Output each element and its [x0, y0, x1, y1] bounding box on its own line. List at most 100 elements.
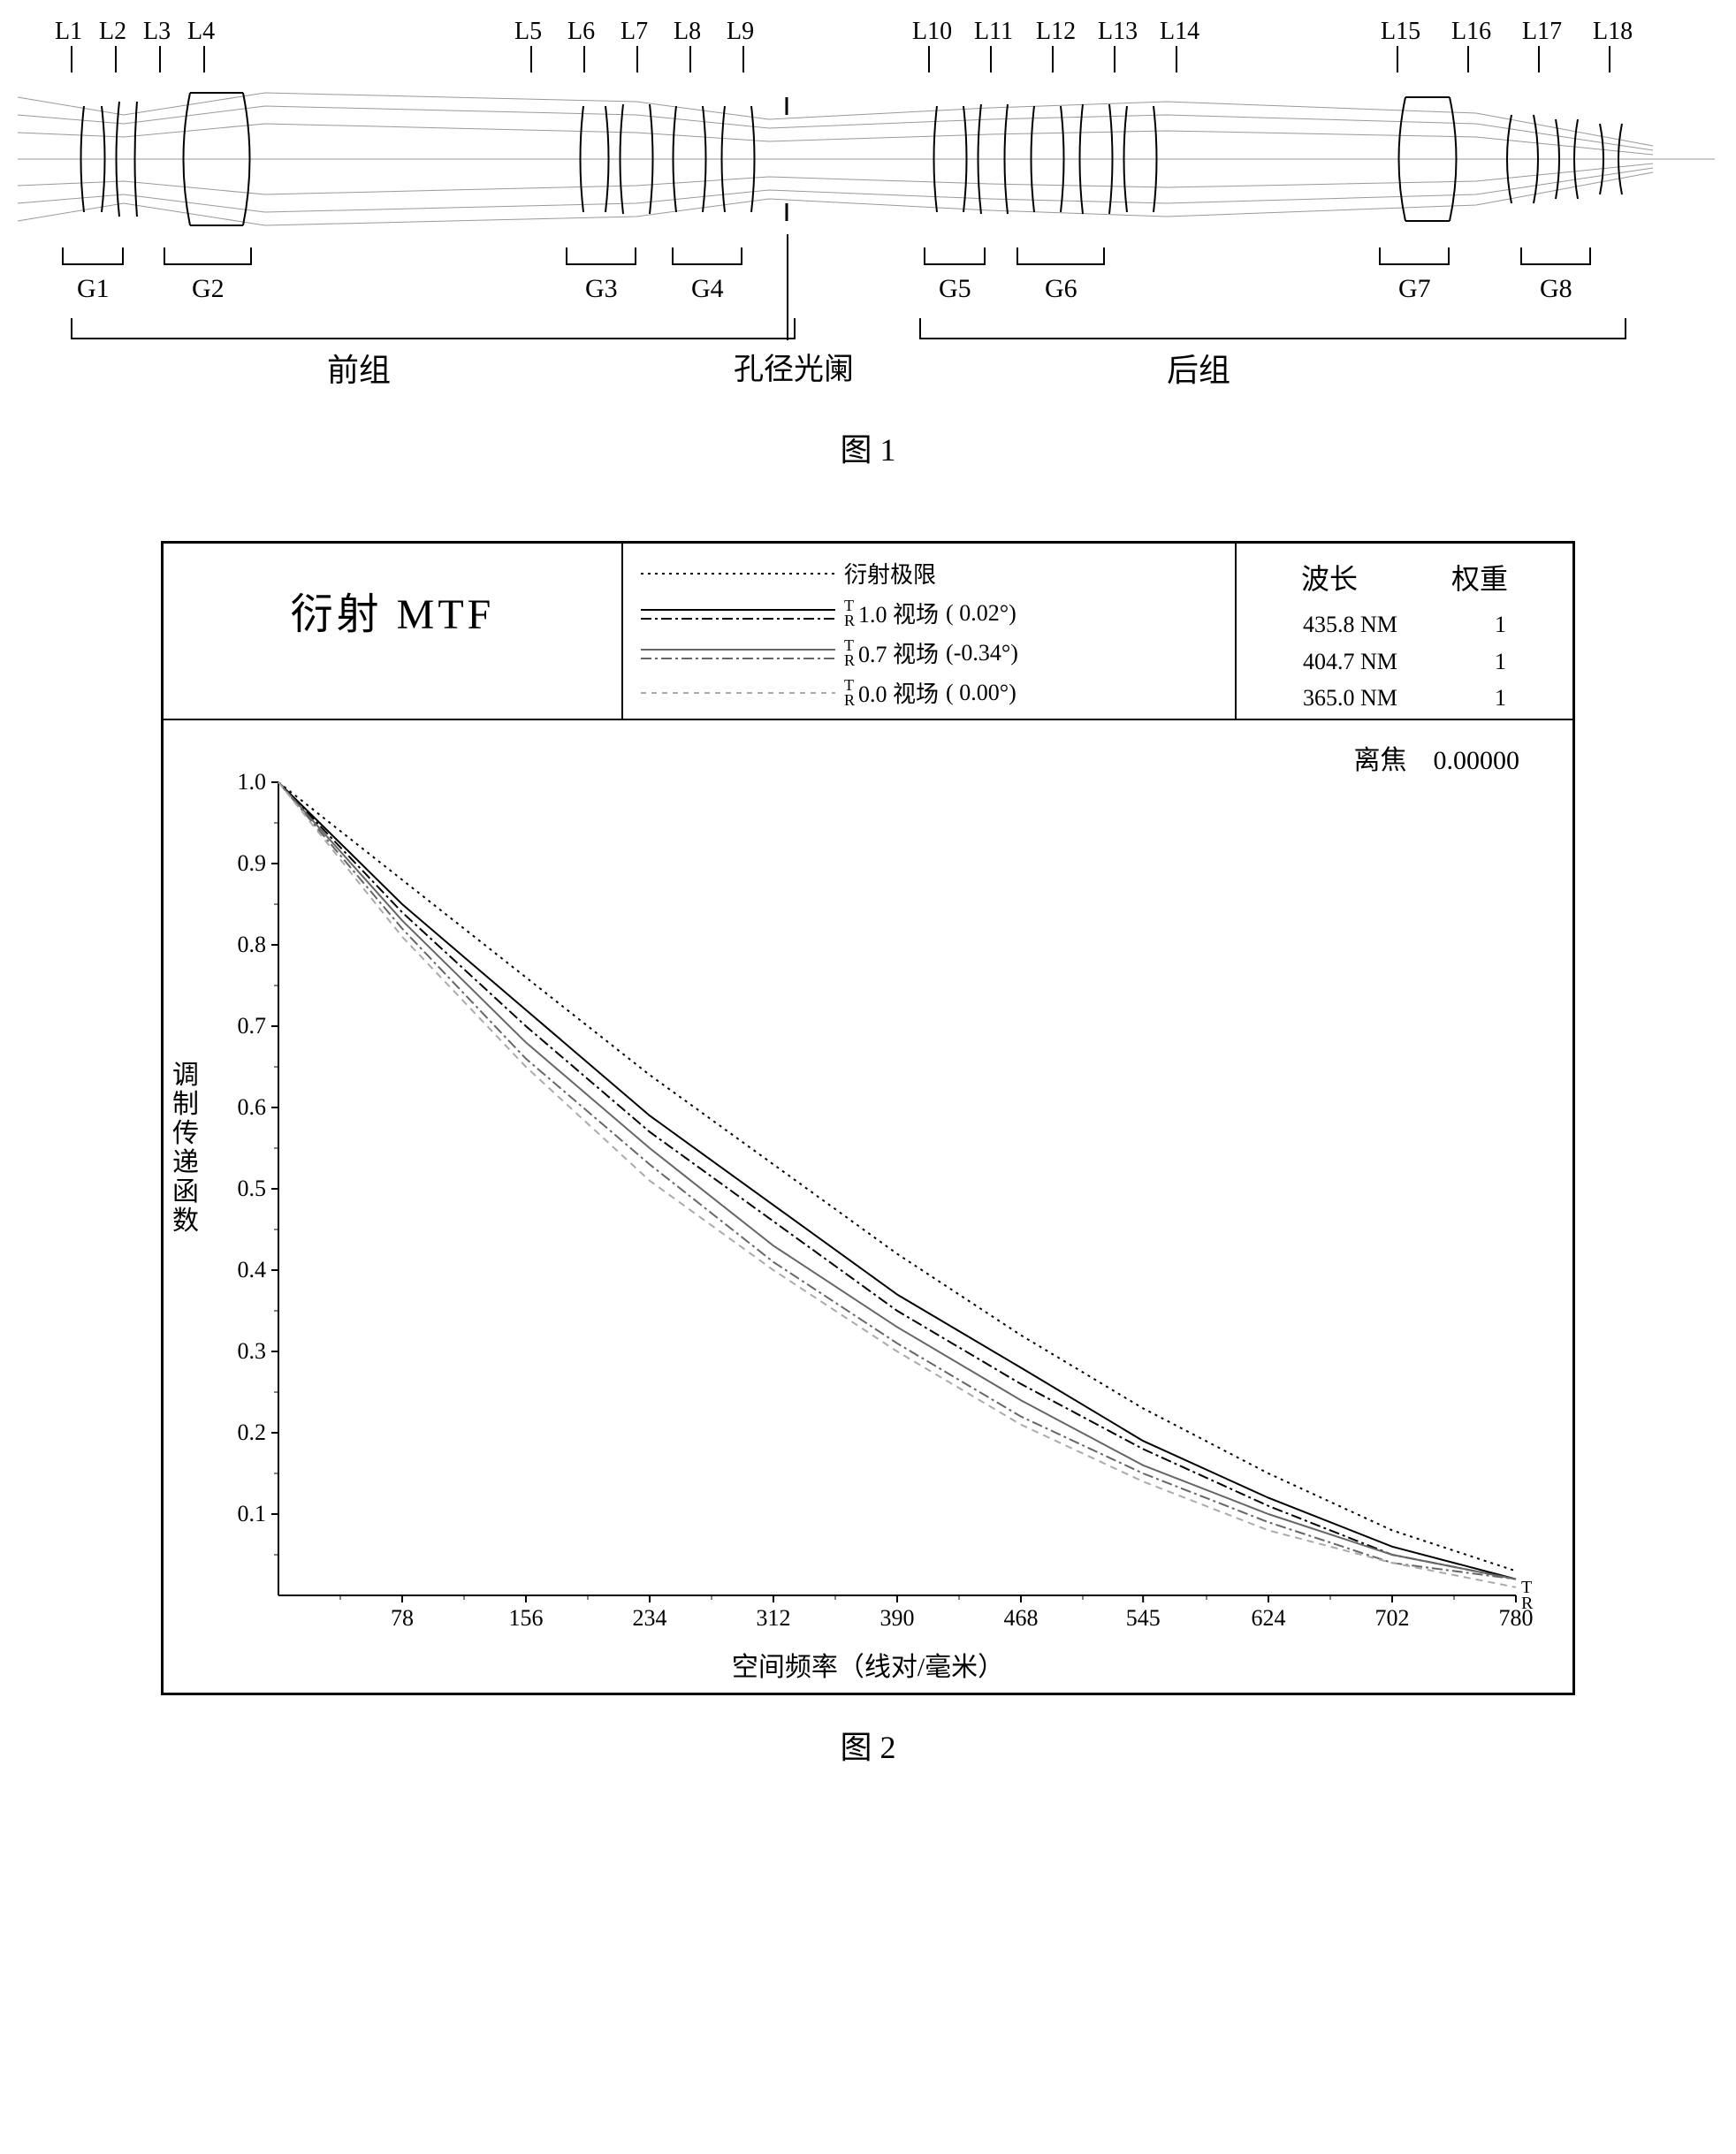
svg-text:0.8: 0.8 — [238, 932, 267, 957]
wt-2: 1 — [1495, 680, 1506, 717]
svg-text:1.0: 1.0 — [238, 769, 267, 795]
section-label-front: 前组 — [327, 345, 391, 391]
svg-text:0.4: 0.4 — [238, 1257, 267, 1283]
lens-label-L7: L7 — [621, 18, 648, 46]
lens-label-L16: L16 — [1451, 18, 1491, 46]
optical-diagram-svg — [18, 53, 1715, 283]
group-label-G7: G7 — [1398, 274, 1431, 304]
group-label-G8: G8 — [1540, 274, 1572, 304]
leader-L13 — [1114, 46, 1115, 72]
legend-field00-angle: ( 0.00°) — [946, 680, 1016, 706]
svg-text:0.2: 0.2 — [238, 1420, 267, 1445]
svg-text:0.1: 0.1 — [238, 1501, 267, 1526]
svg-text:624: 624 — [1252, 1605, 1286, 1631]
lens-label-L13: L13 — [1098, 18, 1138, 46]
aperture-leader — [787, 234, 788, 340]
wt-1: 1 — [1495, 643, 1506, 681]
figure2-header: 衍射 MTF 衍射极限 TR 1.0 视场 ( 0.02°) — [164, 544, 1572, 720]
mtf-title: 衍射 MTF — [164, 544, 623, 719]
svg-text:0.7: 0.7 — [238, 1013, 267, 1039]
tr-end-marker: TR — [1521, 1579, 1533, 1611]
bracket-G7 — [1379, 247, 1450, 265]
wt-0: 1 — [1495, 606, 1506, 643]
leader-L16 — [1467, 46, 1469, 72]
lens-label-L4: L4 — [187, 18, 215, 46]
figure2-caption: 图 2 — [161, 1722, 1575, 1768]
legend-field07: TR 0.7 视场 (-0.34°) — [641, 636, 1217, 669]
leader-L18 — [1609, 46, 1610, 72]
figure2-frame: 衍射 MTF 衍射极限 TR 1.0 视场 ( 0.02°) — [161, 541, 1575, 1695]
leader-L8 — [689, 46, 691, 72]
lens-label-L10: L10 — [912, 18, 952, 46]
legend-box: 衍射极限 TR 1.0 视场 ( 0.02°) TR — [623, 544, 1237, 719]
svg-text:702: 702 — [1375, 1605, 1410, 1631]
lens-label-L2: L2 — [99, 18, 126, 46]
wt-header-label: 权重 — [1451, 557, 1508, 597]
group-label-G3: G3 — [585, 274, 618, 304]
legend-field00: TR 0.0 视场 ( 0.00°) — [641, 676, 1217, 709]
svg-text:0.3: 0.3 — [238, 1338, 267, 1364]
legend-field10: TR 1.0 视场 ( 0.02°) — [641, 597, 1217, 629]
y-axis-label: 调制传递函数 — [172, 1061, 199, 1236]
tr-marker: TR — [844, 598, 855, 627]
svg-text:390: 390 — [880, 1605, 915, 1631]
lens-label-L5: L5 — [514, 18, 542, 46]
leader-L15 — [1397, 46, 1398, 72]
lens-label-L12: L12 — [1036, 18, 1076, 46]
svg-text:545: 545 — [1126, 1605, 1161, 1631]
group-label-G6: G6 — [1045, 274, 1077, 304]
bracket-G1 — [62, 247, 124, 265]
svg-text:234: 234 — [633, 1605, 667, 1631]
svg-text:468: 468 — [1004, 1605, 1039, 1631]
group-label-G5: G5 — [939, 274, 971, 304]
bracket-G2 — [164, 247, 252, 265]
svg-text:78: 78 — [391, 1605, 414, 1631]
lens-label-L14: L14 — [1160, 18, 1199, 46]
legend-field10-angle: ( 0.02°) — [946, 600, 1016, 627]
bracket-G5 — [924, 247, 986, 265]
legend-field10-label: 1.0 视场 — [858, 597, 939, 629]
leader-L10 — [928, 46, 930, 72]
group-label-G4: G4 — [691, 274, 724, 304]
group-label-G1: G1 — [77, 274, 110, 304]
lens-label-L6: L6 — [567, 18, 595, 46]
leader-L3 — [159, 46, 161, 72]
figure2-mtf-chart: 衍射 MTF 衍射极限 TR 1.0 视场 ( 0.02°) — [161, 541, 1575, 1768]
figure1-caption: 图 1 — [18, 424, 1718, 470]
svg-text:0.6: 0.6 — [238, 1094, 267, 1120]
lens-label-L8: L8 — [674, 18, 701, 46]
leader-L9 — [742, 46, 744, 72]
legend-field07-label: 0.7 视场 — [858, 636, 939, 669]
legend-line-field07 — [641, 644, 835, 662]
wl-0: 435.8 NM — [1303, 606, 1397, 643]
bracket-G3 — [566, 247, 636, 265]
legend-line-diffraction — [641, 565, 835, 582]
leader-L12 — [1052, 46, 1054, 72]
leader-L7 — [636, 46, 638, 72]
mtf-plot-svg: 0.10.20.30.40.50.60.70.80.91.07815623431… — [199, 729, 1569, 1657]
svg-text:156: 156 — [509, 1605, 544, 1631]
bracket-G6 — [1016, 247, 1105, 265]
bracket-G8 — [1520, 247, 1591, 265]
figure1-optical-layout: L1L2L3L4L5L6L7L8L9L10L11L12L13L14L15L16L… — [18, 18, 1715, 389]
aperture-label: 孔径光阑 — [734, 345, 854, 388]
wavelength-row-2: 365.0 NM 1 — [1254, 680, 1555, 717]
section-bracket-rear — [919, 318, 1626, 339]
group-label-G2: G2 — [192, 274, 225, 304]
wl-header-label: 波长 — [1301, 557, 1358, 597]
svg-text:0.5: 0.5 — [238, 1176, 267, 1201]
x-axis-label: 空间频率（线对/毫米） — [164, 1645, 1572, 1684]
plot-area: 离焦 0.00000 调制传递函数 0.10.20.30.40.50.60.70… — [164, 720, 1572, 1693]
svg-text:312: 312 — [757, 1605, 791, 1631]
legend-field00-label: 0.0 视场 — [858, 676, 939, 709]
leader-L6 — [583, 46, 585, 72]
legend-diffraction-label: 衍射极限 — [844, 557, 936, 590]
leader-L5 — [530, 46, 532, 72]
tr-marker: TR — [844, 638, 855, 666]
lens-label-L9: L9 — [727, 18, 754, 46]
wavelength-row-0: 435.8 NM 1 — [1254, 606, 1555, 643]
leader-L11 — [990, 46, 992, 72]
leader-L17 — [1538, 46, 1540, 72]
bracket-G4 — [672, 247, 742, 265]
lens-label-L18: L18 — [1593, 18, 1633, 46]
